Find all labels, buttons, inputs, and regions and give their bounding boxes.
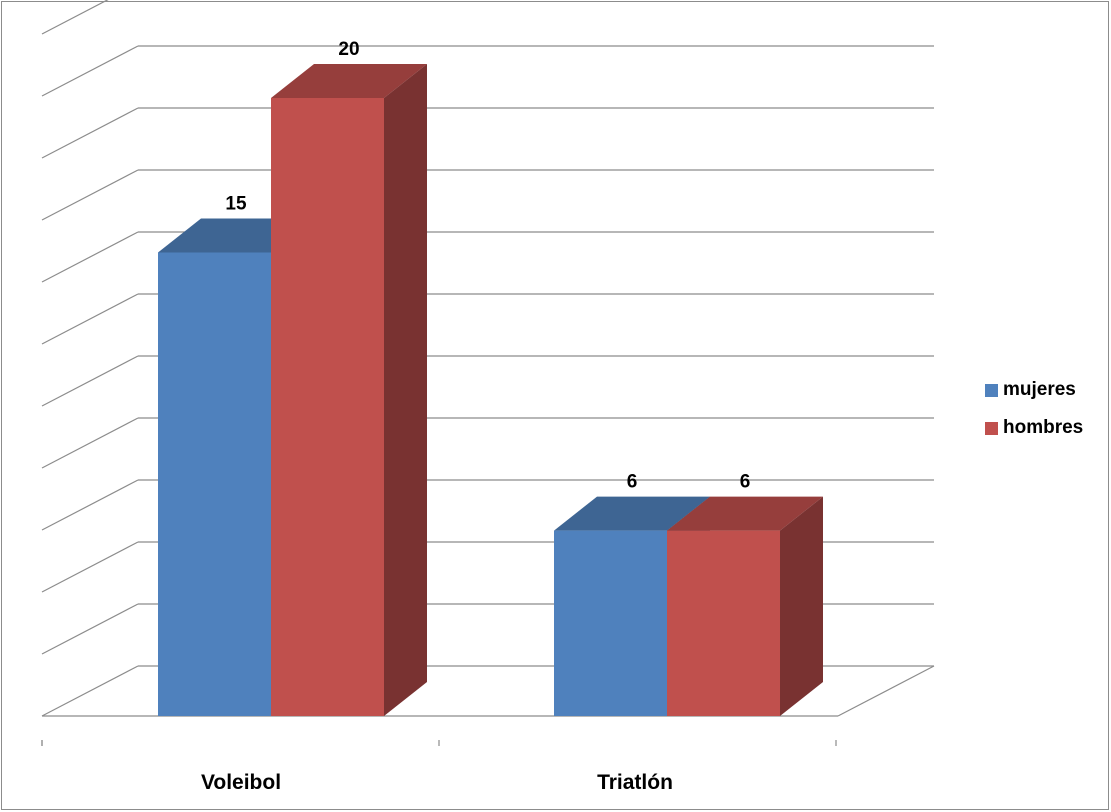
side-wall-line <box>41 355 139 407</box>
side-wall-line <box>41 169 139 221</box>
side-wall-line <box>41 603 139 655</box>
bar-top-mujeres-1 <box>554 496 710 531</box>
side-wall-line <box>41 45 139 97</box>
legend-swatch-mujeres <box>985 383 998 397</box>
legend-swatch-hombres <box>985 421 998 435</box>
data-label-hombres-0: 20 <box>338 39 359 60</box>
data-label-mujeres-1: 6 <box>627 472 638 493</box>
side-wall-line <box>41 231 139 283</box>
legend-item-hombres: hombres <box>985 416 1083 440</box>
bar-hombres-0 <box>271 98 384 716</box>
side-wall-line <box>41 293 139 345</box>
side-wall-line <box>41 479 139 531</box>
side-wall-line <box>41 417 139 469</box>
side-wall-line <box>41 541 139 593</box>
bar-top-hombres-0 <box>271 64 427 98</box>
side-wall-line <box>41 665 139 717</box>
bar-side-hombres-1 <box>780 496 823 716</box>
data-label-hombres-1: 6 <box>740 472 751 493</box>
x-tick-label-1: Triatlón <box>597 771 673 794</box>
bar-mujeres-1 <box>554 530 667 716</box>
bar-top-hombres-1 <box>667 496 823 531</box>
side-wall-line <box>41 107 139 159</box>
floor-edge <box>837 665 935 717</box>
legend-label-mujeres: mujeres <box>1003 379 1076 400</box>
legend-item-mujeres: mujeres <box>985 378 1083 402</box>
legend-label-hombres: hombres <box>1003 417 1084 438</box>
bar-side-hombres-0 <box>384 64 427 716</box>
side-wall-line <box>41 0 109 35</box>
x-tick-label-0: Voleibol <box>201 771 281 794</box>
bar-hombres-1 <box>667 530 780 716</box>
legend: mujeres hombres <box>985 378 1083 454</box>
data-label-mujeres-0: 15 <box>225 194 247 215</box>
bar-mujeres-0 <box>158 252 271 716</box>
